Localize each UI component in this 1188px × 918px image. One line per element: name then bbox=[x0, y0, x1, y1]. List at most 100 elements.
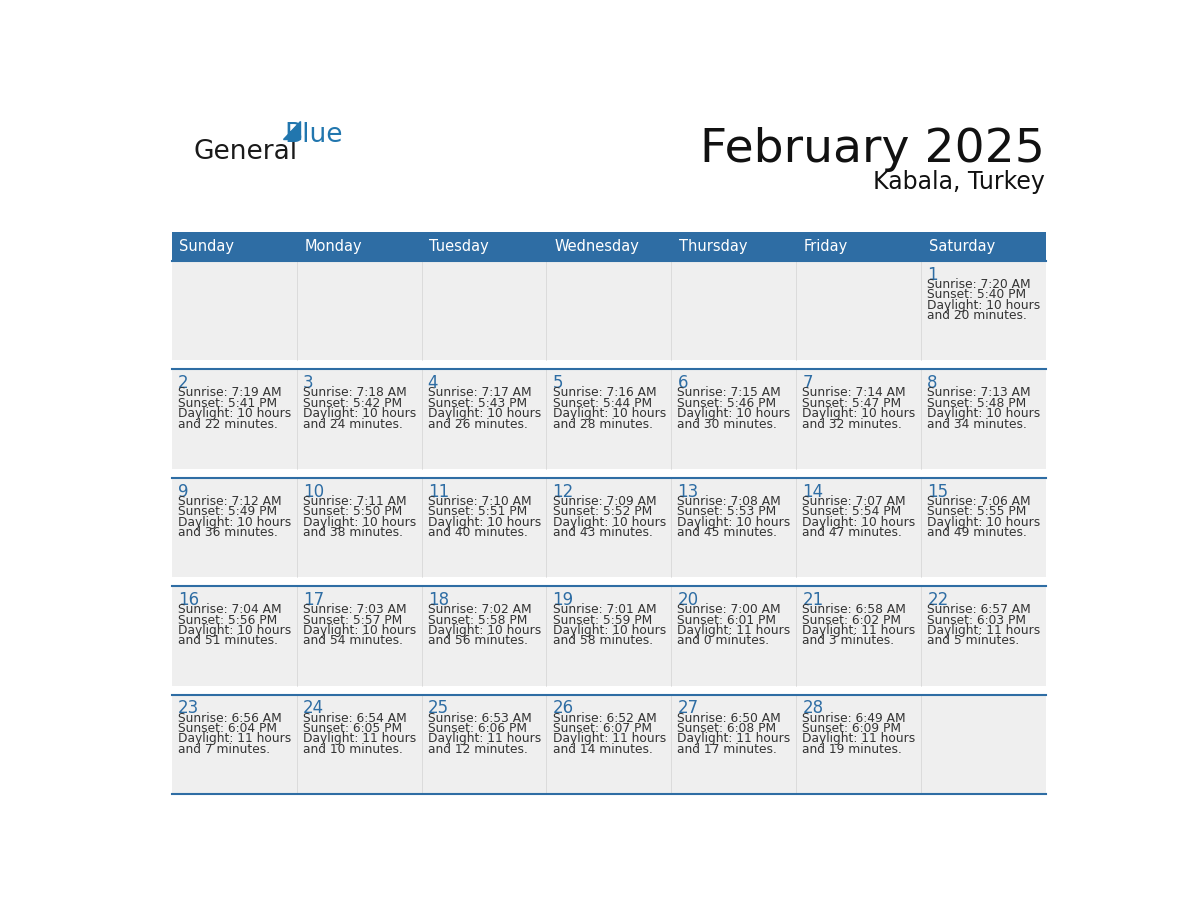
Text: Sunrise: 7:01 AM: Sunrise: 7:01 AM bbox=[552, 603, 656, 616]
Text: Daylight: 10 hours: Daylight: 10 hours bbox=[178, 624, 291, 637]
Text: Daylight: 11 hours: Daylight: 11 hours bbox=[802, 733, 916, 745]
Text: Sunset: 6:07 PM: Sunset: 6:07 PM bbox=[552, 722, 651, 735]
Text: and 56 minutes.: and 56 minutes. bbox=[428, 634, 527, 647]
Bar bbox=[546, 261, 671, 360]
Text: Sunrise: 6:52 AM: Sunrise: 6:52 AM bbox=[552, 711, 656, 724]
Text: General: General bbox=[194, 140, 297, 165]
Text: 7: 7 bbox=[802, 375, 813, 392]
Text: and 7 minutes.: and 7 minutes. bbox=[178, 743, 270, 756]
Text: Kabala, Turkey: Kabala, Turkey bbox=[872, 170, 1044, 195]
Text: Daylight: 11 hours: Daylight: 11 hours bbox=[677, 624, 791, 637]
Text: Daylight: 10 hours: Daylight: 10 hours bbox=[178, 516, 291, 529]
Text: Sunrise: 7:03 AM: Sunrise: 7:03 AM bbox=[303, 603, 406, 616]
Text: Daylight: 10 hours: Daylight: 10 hours bbox=[178, 408, 291, 420]
Text: Sunset: 6:02 PM: Sunset: 6:02 PM bbox=[802, 613, 902, 627]
Text: Sunrise: 7:08 AM: Sunrise: 7:08 AM bbox=[677, 495, 782, 508]
Text: Sunrise: 7:19 AM: Sunrise: 7:19 AM bbox=[178, 386, 282, 399]
Text: 28: 28 bbox=[802, 700, 823, 717]
Bar bbox=[297, 261, 422, 360]
Text: and 10 minutes.: and 10 minutes. bbox=[303, 743, 403, 756]
Bar bbox=[796, 478, 921, 577]
Text: Sunrise: 7:20 AM: Sunrise: 7:20 AM bbox=[928, 278, 1031, 291]
Text: Friday: Friday bbox=[804, 239, 848, 254]
Text: and 49 minutes.: and 49 minutes. bbox=[928, 526, 1028, 539]
Bar bbox=[796, 587, 921, 686]
Text: Sunrise: 6:56 AM: Sunrise: 6:56 AM bbox=[178, 711, 282, 724]
Text: 26: 26 bbox=[552, 700, 574, 717]
Text: and 20 minutes.: and 20 minutes. bbox=[928, 309, 1028, 322]
Text: Sunrise: 6:58 AM: Sunrise: 6:58 AM bbox=[802, 603, 906, 616]
Text: Sunset: 6:06 PM: Sunset: 6:06 PM bbox=[428, 722, 526, 735]
Text: Tuesday: Tuesday bbox=[429, 239, 489, 254]
Text: Sunset: 5:55 PM: Sunset: 5:55 PM bbox=[928, 505, 1026, 519]
Text: Daylight: 10 hours: Daylight: 10 hours bbox=[677, 516, 791, 529]
Text: Daylight: 10 hours: Daylight: 10 hours bbox=[428, 516, 541, 529]
Bar bbox=[546, 695, 671, 794]
Text: 17: 17 bbox=[303, 591, 324, 609]
Text: 8: 8 bbox=[928, 375, 937, 392]
Text: Sunrise: 7:18 AM: Sunrise: 7:18 AM bbox=[303, 386, 406, 399]
Text: 18: 18 bbox=[428, 591, 449, 609]
Bar bbox=[921, 370, 1045, 469]
Text: Sunset: 6:08 PM: Sunset: 6:08 PM bbox=[677, 722, 777, 735]
Text: Sunrise: 7:00 AM: Sunrise: 7:00 AM bbox=[677, 603, 782, 616]
Text: 15: 15 bbox=[928, 483, 948, 500]
Bar bbox=[172, 686, 1045, 695]
Bar bbox=[172, 478, 297, 577]
Text: and 40 minutes.: and 40 minutes. bbox=[428, 526, 527, 539]
Text: Sunset: 5:53 PM: Sunset: 5:53 PM bbox=[677, 505, 777, 519]
Bar bbox=[921, 587, 1045, 686]
Text: Sunset: 5:56 PM: Sunset: 5:56 PM bbox=[178, 613, 277, 627]
Text: and 45 minutes.: and 45 minutes. bbox=[677, 526, 777, 539]
Text: 11: 11 bbox=[428, 483, 449, 500]
Text: Sunset: 6:09 PM: Sunset: 6:09 PM bbox=[802, 722, 902, 735]
Text: Daylight: 10 hours: Daylight: 10 hours bbox=[677, 408, 791, 420]
Text: Sunset: 5:46 PM: Sunset: 5:46 PM bbox=[677, 397, 777, 409]
Text: Sunset: 5:41 PM: Sunset: 5:41 PM bbox=[178, 397, 277, 409]
Text: Sunrise: 7:13 AM: Sunrise: 7:13 AM bbox=[928, 386, 1031, 399]
Text: 20: 20 bbox=[677, 591, 699, 609]
Text: 27: 27 bbox=[677, 700, 699, 717]
Text: Blue: Blue bbox=[284, 122, 342, 149]
Text: Daylight: 11 hours: Daylight: 11 hours bbox=[552, 733, 665, 745]
Text: 3: 3 bbox=[303, 375, 314, 392]
Bar bbox=[796, 370, 921, 469]
Text: Daylight: 10 hours: Daylight: 10 hours bbox=[552, 516, 665, 529]
Text: Daylight: 10 hours: Daylight: 10 hours bbox=[428, 408, 541, 420]
Text: and 0 minutes.: and 0 minutes. bbox=[677, 634, 770, 647]
Bar bbox=[172, 370, 297, 469]
Text: 9: 9 bbox=[178, 483, 189, 500]
Text: 6: 6 bbox=[677, 375, 688, 392]
Text: 12: 12 bbox=[552, 483, 574, 500]
Text: Sunset: 6:03 PM: Sunset: 6:03 PM bbox=[928, 613, 1026, 627]
Text: Sunrise: 7:04 AM: Sunrise: 7:04 AM bbox=[178, 603, 282, 616]
Text: Sunset: 6:05 PM: Sunset: 6:05 PM bbox=[303, 722, 402, 735]
Text: Sunset: 5:48 PM: Sunset: 5:48 PM bbox=[928, 397, 1026, 409]
Text: Sunrise: 7:11 AM: Sunrise: 7:11 AM bbox=[303, 495, 406, 508]
Text: and 32 minutes.: and 32 minutes. bbox=[802, 418, 902, 431]
Text: and 51 minutes.: and 51 minutes. bbox=[178, 634, 278, 647]
Bar bbox=[172, 587, 297, 686]
Text: and 5 minutes.: and 5 minutes. bbox=[928, 634, 1019, 647]
Text: Daylight: 11 hours: Daylight: 11 hours bbox=[428, 733, 541, 745]
Text: Sunset: 5:52 PM: Sunset: 5:52 PM bbox=[552, 505, 652, 519]
Text: Sunset: 5:57 PM: Sunset: 5:57 PM bbox=[303, 613, 402, 627]
Text: and 26 minutes.: and 26 minutes. bbox=[428, 418, 527, 431]
Text: and 3 minutes.: and 3 minutes. bbox=[802, 634, 895, 647]
Text: Sunrise: 7:16 AM: Sunrise: 7:16 AM bbox=[552, 386, 656, 399]
Text: Sunrise: 7:15 AM: Sunrise: 7:15 AM bbox=[677, 386, 782, 399]
Text: Daylight: 10 hours: Daylight: 10 hours bbox=[928, 408, 1041, 420]
Text: Sunrise: 6:57 AM: Sunrise: 6:57 AM bbox=[928, 603, 1031, 616]
Bar bbox=[671, 695, 796, 794]
Bar bbox=[921, 478, 1045, 577]
Text: Sunrise: 6:54 AM: Sunrise: 6:54 AM bbox=[303, 711, 406, 724]
Text: Sunset: 5:51 PM: Sunset: 5:51 PM bbox=[428, 505, 527, 519]
Text: and 58 minutes.: and 58 minutes. bbox=[552, 634, 652, 647]
Text: Sunrise: 6:53 AM: Sunrise: 6:53 AM bbox=[428, 711, 531, 724]
Text: 23: 23 bbox=[178, 700, 200, 717]
Text: and 24 minutes.: and 24 minutes. bbox=[303, 418, 403, 431]
Text: Daylight: 10 hours: Daylight: 10 hours bbox=[928, 516, 1041, 529]
Text: 24: 24 bbox=[303, 700, 324, 717]
Bar bbox=[796, 261, 921, 360]
Bar bbox=[172, 577, 1045, 587]
